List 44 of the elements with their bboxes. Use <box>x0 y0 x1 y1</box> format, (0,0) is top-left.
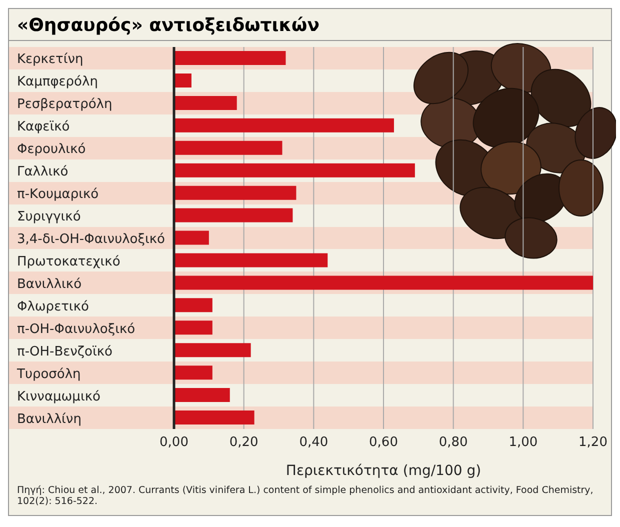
y-tick-label: Φερουλικό <box>17 142 86 158</box>
bar <box>174 388 230 402</box>
y-tick-label: Κερκετίνη <box>17 52 84 68</box>
y-tick-label: π-Κουμαρικό <box>17 187 99 202</box>
y-tick-label: Βανιλλικό <box>17 276 82 292</box>
bar <box>174 186 296 200</box>
chart-title: «Θησαυρός» αντιοξειδωτικών <box>9 9 611 41</box>
x-tick-label: 1,00 <box>508 435 538 450</box>
x-tick-label: 0,00 <box>160 435 188 450</box>
x-axis-title: Περιεκτικότητα (mg/100 g) <box>286 463 482 479</box>
bar <box>174 118 394 132</box>
bar <box>174 51 286 65</box>
y-tick-label: Γαλλικό <box>17 164 68 180</box>
bar <box>174 276 593 290</box>
x-tick-label: 1,20 <box>578 435 608 450</box>
bar <box>174 410 254 425</box>
x-tick-label: 0,40 <box>299 435 328 450</box>
bar <box>174 163 415 178</box>
x-tick-label: 0,60 <box>369 435 398 450</box>
bar <box>174 230 209 245</box>
y-tick-label: Κινναμωμικό <box>17 389 101 404</box>
y-tick-label: Ρεσβερατρόλη <box>17 97 112 112</box>
bar <box>174 208 293 222</box>
y-tick-label: Συριγγικό <box>17 210 81 225</box>
y-tick-label: Τυροσόλη <box>16 366 81 382</box>
y-tick-label: Καφεϊκό <box>17 120 70 135</box>
y-tick-label: Φλωρετικό <box>17 299 89 314</box>
text: Πηγή: Chiou et al., 2007. Currants (Vitis vinifera L.) content of simple phenolics and antioxidant activity, Food Chemistry, 102(2): 516-522. <box>16 484 594 509</box>
y-tick-label: π-ΟΗ-Βενζοϊκό <box>17 344 113 360</box>
bar <box>174 73 192 88</box>
bar <box>174 320 212 335</box>
y-tick-label: π-ΟΗ-Φαινυλοξικό <box>17 322 136 337</box>
y-tick-label: 3,4-δι-ΟΗ-Φαινυλοξικό <box>17 232 166 247</box>
bar <box>174 298 212 312</box>
bar <box>174 343 251 358</box>
y-tick-label: Καμπφερόλη <box>17 74 98 90</box>
y-tick-label: Πρωτοκατεχικό <box>17 254 120 270</box>
x-tick-label: 0,80 <box>438 435 468 450</box>
bar <box>174 96 237 110</box>
bar <box>174 366 212 380</box>
x-tick-label: 0,20 <box>229 435 258 450</box>
bar <box>174 253 328 268</box>
y-tick-label: Βανιλλίνη <box>17 412 82 427</box>
bar <box>174 140 282 155</box>
